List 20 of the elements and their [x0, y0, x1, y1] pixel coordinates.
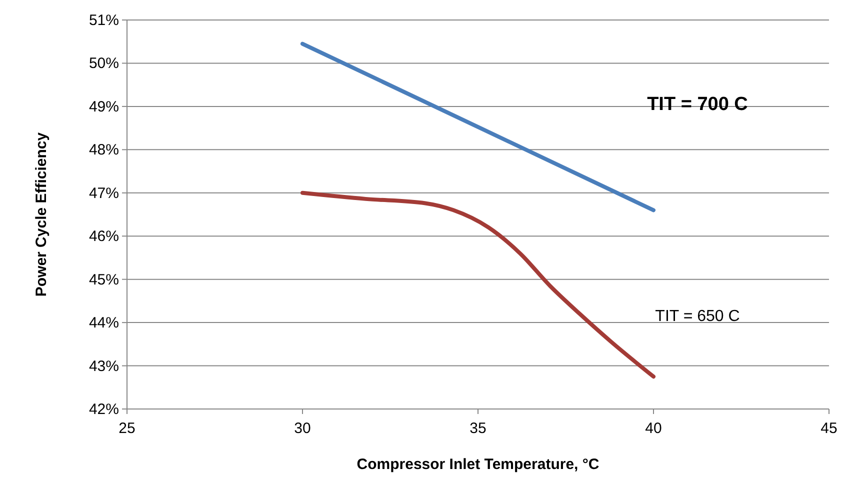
- y-tick-label: 47%: [88, 184, 119, 202]
- y-tick-label: 49%: [88, 98, 119, 116]
- y-tick-label: 46%: [88, 228, 119, 246]
- text: TIT = 700 C: [647, 94, 748, 116]
- x-tick-label: 45: [820, 420, 838, 437]
- y-tick-label: 43%: [88, 358, 119, 375]
- y-tick-label: 48%: [88, 142, 119, 159]
- y-tick-label: 45%: [88, 271, 119, 288]
- y-axis-title: Power Cycle Efficiency: [33, 132, 50, 297]
- x-axis-title: Compressor Inlet Temperature, °C: [356, 456, 600, 473]
- y-tick-label: 50%: [88, 55, 119, 72]
- text: TIT = 650 C: [655, 308, 740, 325]
- x-tick-label: 25: [118, 420, 136, 437]
- y-tick-label: 51%: [88, 12, 119, 29]
- x-tick-label: 35: [470, 420, 486, 437]
- x-tick-label: 40: [645, 420, 662, 437]
- x-tick-label: 30: [294, 420, 311, 437]
- line-series: [300, 190, 656, 379]
- y-tick-label: 42%: [88, 401, 119, 418]
- y-tick-label: 44%: [88, 314, 119, 332]
